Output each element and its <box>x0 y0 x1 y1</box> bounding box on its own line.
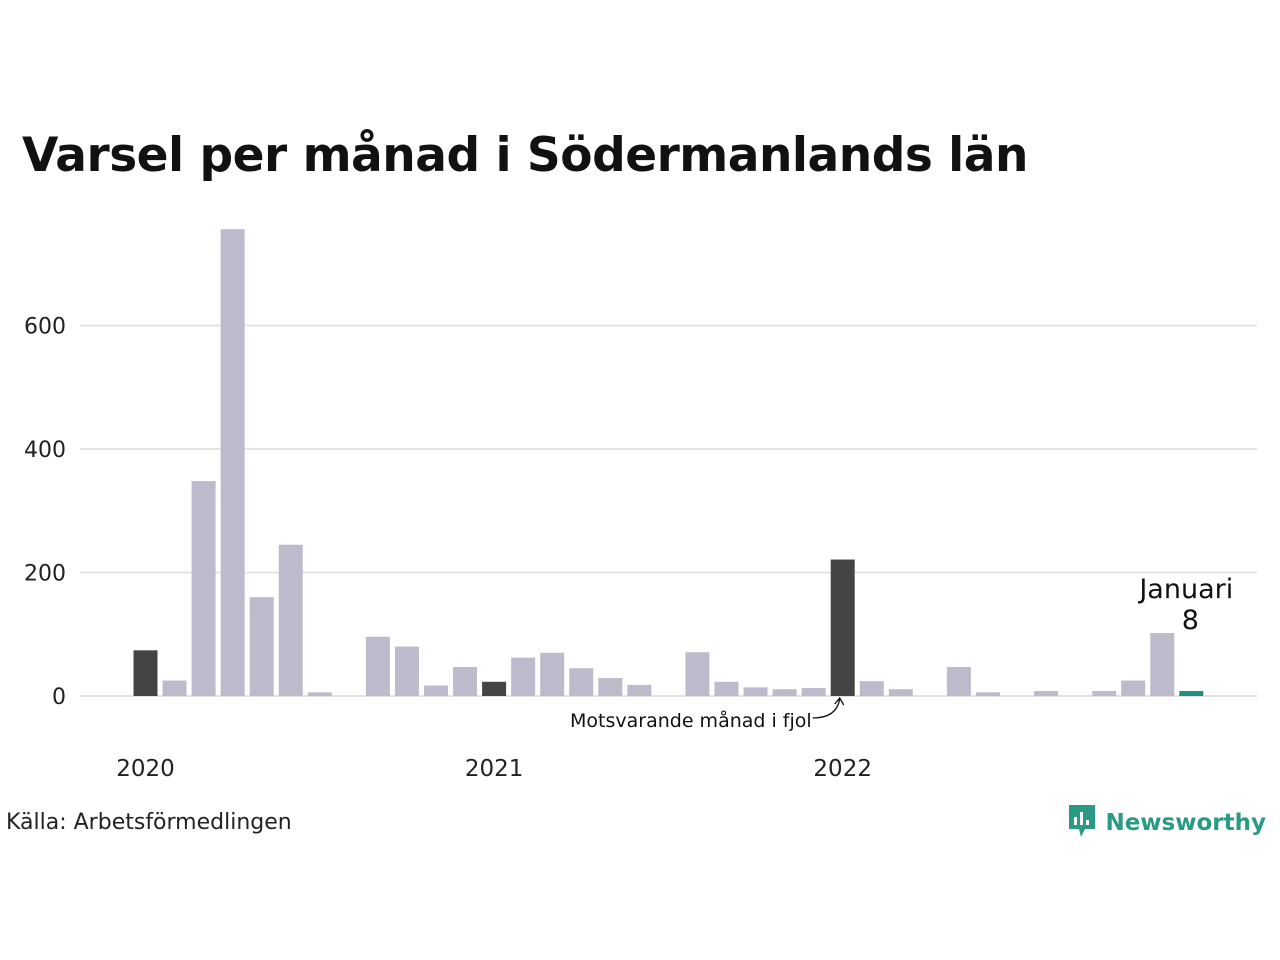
bar-2021-02 <box>511 657 536 696</box>
bar-2020-02 <box>162 680 187 696</box>
source-note: Källa: Arbetsförmedlingen <box>6 810 292 835</box>
bar-2020-06 <box>278 544 303 696</box>
y-tick-label: 0 <box>52 685 66 710</box>
bars <box>133 229 1204 697</box>
bar-2020-03 <box>191 481 216 696</box>
bar-2021-04 <box>569 668 594 696</box>
bar-2020-11 <box>424 685 448 696</box>
current-month-label: Januari <box>1137 574 1233 605</box>
y-tick-label: 600 <box>24 315 66 340</box>
bar-chart-bubble-icon <box>1067 803 1097 843</box>
bar-2020-09 <box>365 636 390 696</box>
bar-2021-12 <box>801 687 826 696</box>
chart-title: Varsel per månad i Södermanlands län <box>22 128 1028 183</box>
current-value-label: 8 <box>1182 605 1199 636</box>
x-tick-label: 2021 <box>465 756 524 782</box>
bar-2022-08 <box>1034 691 1059 696</box>
x-tick-label: 2022 <box>813 756 872 782</box>
brand-logo: Newsworthy <box>1067 803 1266 843</box>
bar-2022-11 <box>1121 680 1146 696</box>
bar-2022-06 <box>975 692 1000 696</box>
bar-2020-01 <box>133 650 158 696</box>
bar-2022-12 <box>1150 633 1175 696</box>
annotation-arrow <box>812 696 845 719</box>
y-tick-label: 200 <box>24 562 66 587</box>
bar-2021-03 <box>540 652 565 696</box>
bar-2020-05 <box>249 597 274 696</box>
grid-lines <box>80 324 1257 697</box>
bar-2022-01 <box>830 559 855 696</box>
same-month-annotation: Motsvarande månad i fjol <box>570 709 812 732</box>
x-tick-label: 2020 <box>116 756 175 782</box>
y-tick-label: 400 <box>24 438 66 463</box>
bar-2023-01 <box>1179 691 1204 696</box>
bar-2020-07 <box>307 692 332 696</box>
bar-2022-03 <box>888 689 913 696</box>
annotations: Motsvarande månad i fjol Januari 8 <box>570 574 1233 732</box>
bar-2021-05 <box>598 678 623 696</box>
bar-2022-02 <box>859 681 884 696</box>
y-axis-ticks: 0 200 400 600 <box>24 315 66 711</box>
bar-2021-09 <box>714 681 739 696</box>
bar-2021-06 <box>627 684 652 696</box>
x-axis-ticks: 2020 2021 2022 <box>116 756 872 782</box>
bar-2021-10 <box>743 687 768 696</box>
bar-2021-01 <box>482 681 507 696</box>
bar-2020-12 <box>453 666 478 696</box>
bar-2021-08 <box>685 652 710 696</box>
bar-2021-11 <box>772 689 797 696</box>
brand-name: Newsworthy <box>1105 810 1266 836</box>
bar-2020-10 <box>394 646 419 696</box>
bar-2020-04 <box>220 229 245 697</box>
bar-2022-10 <box>1092 691 1117 696</box>
bar-2022-05 <box>946 666 971 696</box>
